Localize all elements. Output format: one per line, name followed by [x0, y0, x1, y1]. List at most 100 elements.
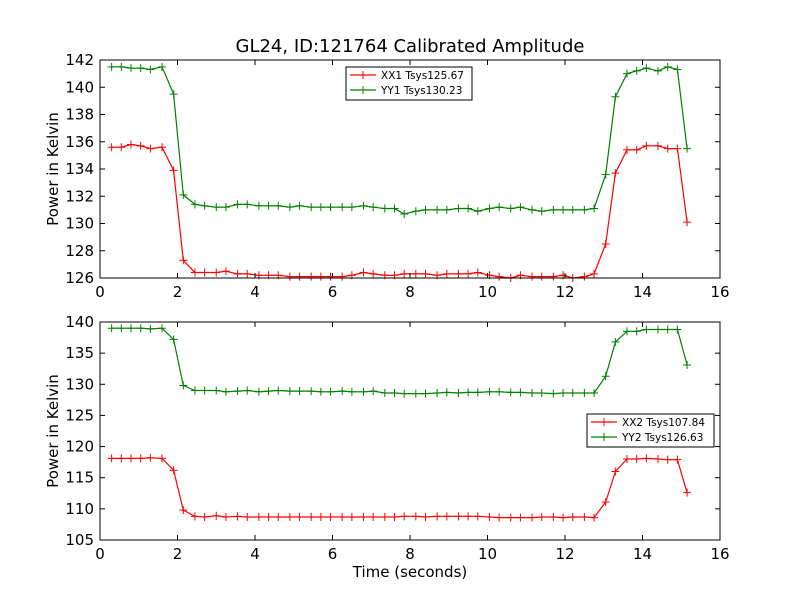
y-tick-label: 140: [65, 78, 94, 96]
data-point: [127, 454, 135, 463]
data-point: [316, 203, 325, 212]
data-point: [495, 513, 504, 522]
data-point: [338, 512, 347, 521]
data-point: [516, 388, 525, 397]
data-point: [233, 387, 242, 396]
data-point: [254, 201, 263, 210]
data-point: [495, 272, 504, 281]
data-point: [158, 454, 166, 463]
data-point: [200, 512, 209, 521]
data-point: [485, 204, 494, 213]
data-point: [338, 203, 347, 212]
data-point: [200, 201, 209, 210]
y-tick-label: 138: [65, 106, 94, 124]
data-point: [464, 388, 473, 397]
x-tick-label: 10: [478, 545, 497, 563]
data-point: [568, 205, 577, 214]
data-point: [601, 498, 610, 507]
data-point: [359, 268, 368, 277]
data-point: [528, 272, 537, 281]
data-point: [549, 272, 558, 281]
data-point: [632, 455, 641, 464]
legend-label: XX2 Tsys107.84: [622, 417, 705, 429]
data-point: [559, 205, 568, 214]
x-tick-label: 2: [173, 283, 183, 301]
data-point: [347, 387, 356, 396]
data-point: [233, 512, 242, 521]
y-tick-label: 134: [65, 160, 94, 178]
data-point: [590, 389, 599, 398]
data-point: [549, 205, 558, 214]
data-point: [117, 324, 126, 333]
data-point: [642, 141, 651, 150]
data-point: [380, 389, 389, 398]
data-point: [146, 65, 155, 74]
data-point: [158, 324, 166, 333]
data-point: [473, 388, 482, 397]
data-point: [390, 512, 399, 521]
x-tick-label: 10: [478, 283, 497, 301]
data-point: [221, 512, 230, 521]
data-point: [580, 512, 589, 521]
data-point: [117, 143, 126, 152]
data-point: [421, 512, 430, 521]
bottom-plot: 0 2 4 6 8 10 12 14 16 105 110 115 120 125 130 135 140 Pow…: [44, 313, 730, 581]
data-point: [433, 512, 442, 521]
data-point: [642, 454, 651, 463]
data-point: [212, 203, 221, 212]
data-point: [623, 69, 631, 78]
x-tick-label: 8: [405, 283, 415, 301]
data-point: [307, 272, 316, 281]
data-point: [307, 512, 316, 521]
data-point: [390, 204, 399, 213]
data-point: [663, 62, 672, 71]
data-point: [601, 239, 610, 248]
data-point: [254, 512, 263, 521]
data-point: [673, 65, 682, 74]
data-point: [212, 386, 221, 395]
data-point: [295, 512, 304, 521]
x-tick-label: 4: [250, 283, 260, 301]
data-point: [212, 268, 221, 277]
data-point: [400, 209, 409, 218]
data-point: [359, 512, 368, 521]
data-point: [326, 203, 335, 212]
data-point: [506, 204, 515, 213]
data-point: [316, 387, 325, 396]
data-point: [580, 272, 589, 281]
data-point: [495, 203, 504, 212]
data-point: [683, 218, 692, 227]
data-point: [528, 389, 537, 398]
data-point: [338, 272, 347, 281]
y-tick-label: 142: [65, 51, 94, 69]
chart-title: GL24, ID:121764 Calibrated Amplitude: [236, 36, 585, 57]
data-point: [673, 144, 682, 153]
y-tick-label: 120: [65, 438, 94, 456]
x-axis-label: Time (seconds): [352, 563, 468, 581]
y-tick-label: 136: [65, 133, 94, 151]
data-point: [683, 144, 692, 153]
data-point: [654, 325, 662, 334]
data-point: [400, 512, 409, 521]
series-line-1: [111, 457, 688, 519]
data-point: [117, 62, 126, 71]
data-point: [654, 66, 662, 75]
data-point: [537, 207, 546, 216]
legend-box: [345, 66, 473, 101]
data-point: [442, 512, 451, 521]
data-point: [359, 387, 368, 396]
data-point: [369, 387, 378, 396]
data-point: [347, 512, 356, 521]
data-point: [623, 327, 631, 336]
data-point: [285, 387, 294, 396]
x-tick-label: 12: [555, 545, 574, 563]
x-tick-label: 16: [710, 545, 729, 563]
data-point: [454, 269, 463, 278]
y-axis-label: Power in Kelvin: [44, 374, 62, 488]
data-point: [454, 204, 463, 213]
data-point: [200, 386, 209, 395]
data-point: [632, 145, 641, 154]
data-point: [136, 324, 145, 333]
data-point: [683, 360, 692, 369]
